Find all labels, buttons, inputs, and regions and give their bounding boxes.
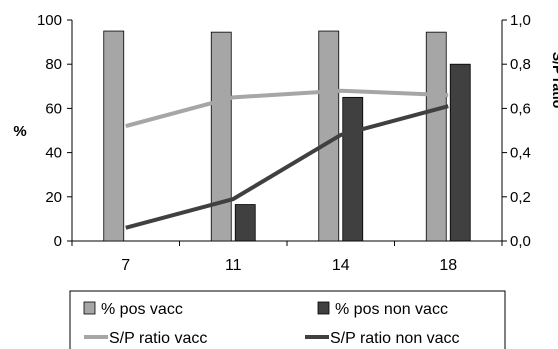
- bar-pos-vacc: [103, 30, 125, 242]
- legend-frame: [69, 290, 506, 349]
- legend-swatch-pos-non-vacc: [317, 301, 330, 315]
- x-tick-label: 18: [439, 257, 457, 274]
- x-tick-label: 14: [332, 257, 350, 274]
- line-sp-ratio-vacc: [125, 88, 449, 129]
- y2-tick-label: 1,0: [510, 12, 531, 29]
- y-tick-label: 60: [45, 100, 62, 117]
- y-tick-label: 20: [45, 189, 62, 206]
- y2-tick-label: 0,6: [510, 100, 531, 117]
- y2-tick-label: 0,2: [510, 189, 531, 206]
- y-tick-label: 0: [54, 233, 62, 250]
- legend-label-pos-vacc: % pos vacc: [101, 301, 183, 318]
- bar-pos-non-vacc: [234, 204, 256, 242]
- bar-pos-vacc: [210, 31, 232, 242]
- y-tick-label: 80: [45, 56, 62, 73]
- line-sp-ratio-non-vacc: [125, 104, 449, 230]
- y2-axis-title: S/P ratio: [550, 52, 558, 109]
- y-tick-label: 40: [45, 145, 62, 162]
- y-tick-label: 100: [37, 12, 62, 29]
- legend-label-sp-vacc: S/P ratio vacc: [109, 330, 207, 347]
- x-tick-label: 7: [121, 257, 130, 274]
- y2-tick-label: 0,0: [510, 233, 531, 250]
- legend: % pos vacc % pos non vacc S/P ratio vacc…: [69, 290, 506, 349]
- x-tick-label: 11: [225, 257, 242, 274]
- y-axis-title: %: [13, 123, 26, 140]
- bar-pos-non-vacc: [449, 63, 471, 242]
- bar-pos-vacc: [425, 31, 447, 242]
- legend-swatch-pos-vacc: [83, 301, 96, 315]
- y2-tick-label: 0,4: [510, 145, 531, 162]
- legend-label-sp-non-vacc: S/P ratio non vacc: [330, 330, 460, 347]
- bar-pos-non-vacc: [342, 96, 364, 242]
- legend-label-pos-non-vacc: % pos non vacc: [335, 301, 448, 318]
- y2-tick-label: 0,8: [510, 56, 531, 73]
